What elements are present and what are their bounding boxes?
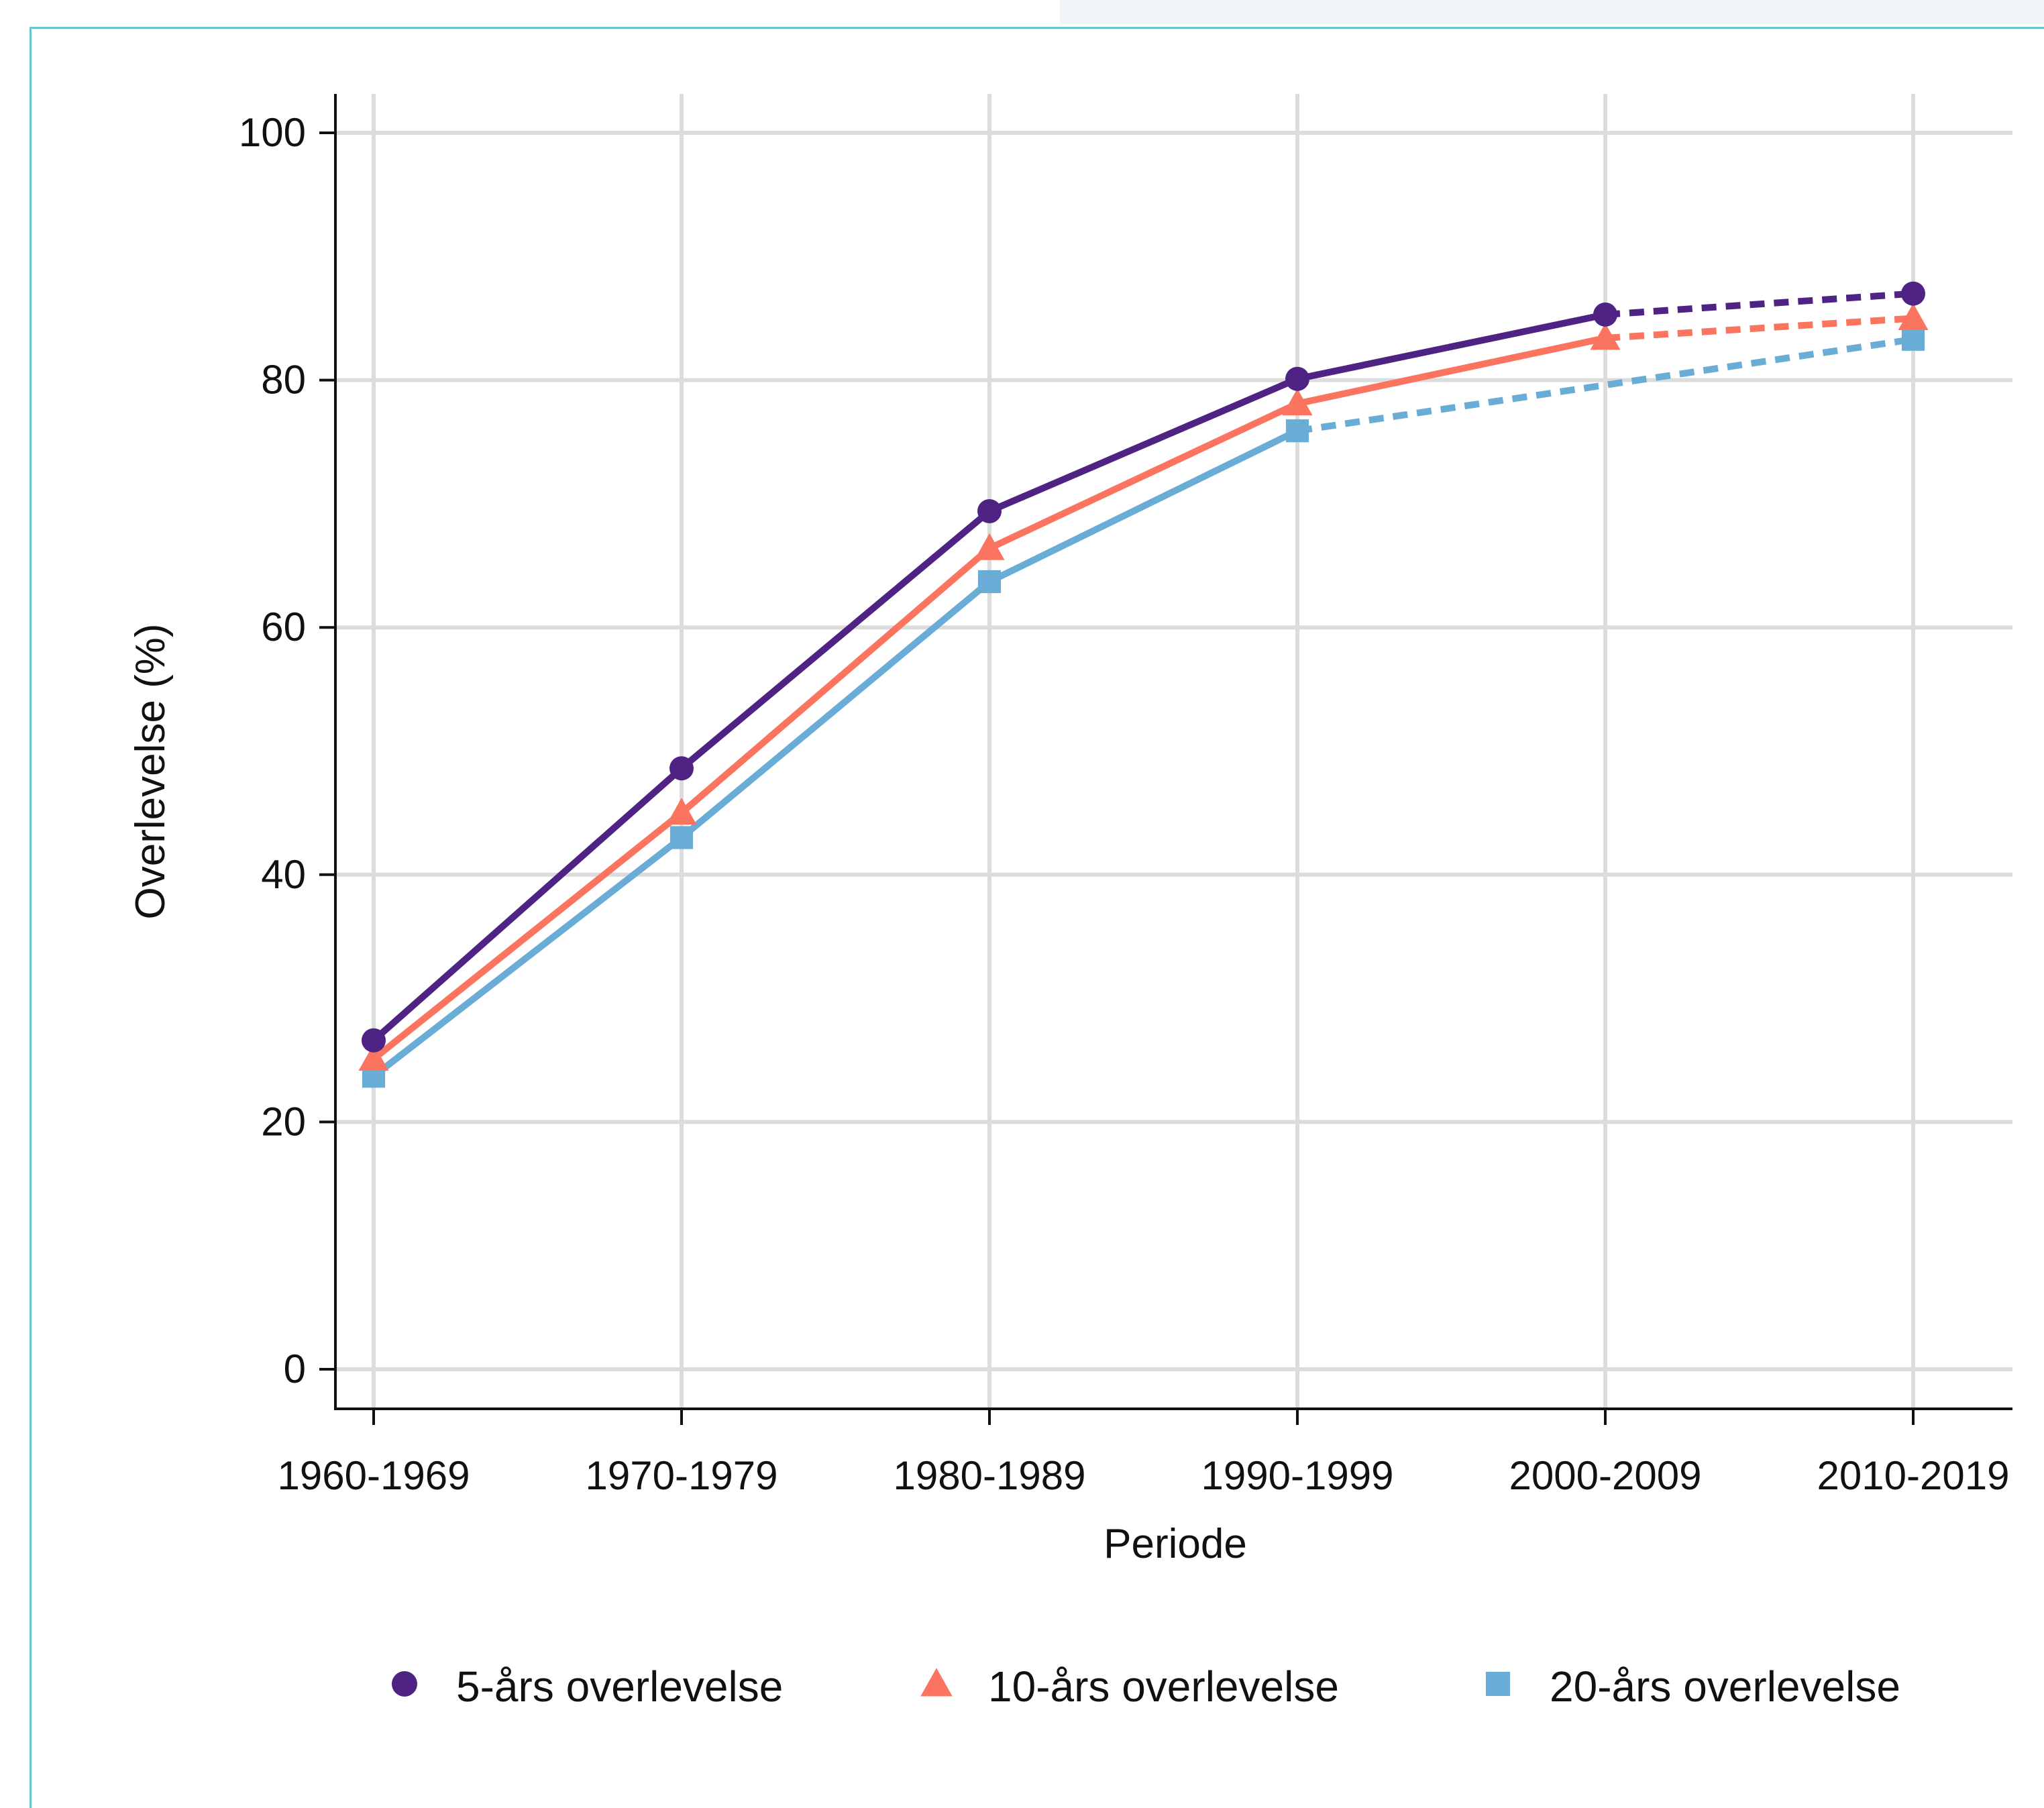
x-axis-title: Periode	[1104, 1521, 1247, 1567]
legend: 5-års overlevelse 10-års overlevelse 20-år…	[392, 1662, 1900, 1711]
data-point	[1901, 281, 1925, 306]
series-line-dashed	[1605, 290, 1914, 318]
data-point	[362, 1028, 386, 1053]
data-point	[669, 826, 694, 849]
legend-item-1: 5-års overlevelse	[392, 1662, 783, 1711]
data-point	[1593, 302, 1617, 327]
x-tick-label: 2000-2009	[1509, 1453, 1702, 1498]
series-2	[358, 303, 1929, 1071]
x-tick-label: 1980-1989	[894, 1453, 1086, 1498]
y-tick-label: 40	[261, 852, 306, 897]
series-lines	[358, 281, 1929, 1088]
series-line-solid	[370, 427, 1301, 1080]
legend-item-3: 20-års overlevelse	[1485, 1662, 1900, 1711]
data-point	[977, 498, 1002, 523]
legend-marker	[1485, 1671, 1511, 1697]
x-tick-label: 1970-1979	[586, 1453, 778, 1498]
y-tick-label: 20	[261, 1099, 306, 1144]
data-point	[977, 570, 1002, 594]
y-tick-label: 80	[261, 358, 306, 403]
legend-label: 5-års overlevelse	[456, 1662, 783, 1711]
series-1	[362, 281, 1925, 1053]
series-line-dashed	[1605, 315, 1914, 341]
legend-marker	[920, 1668, 953, 1697]
y-tick-label: 100	[239, 110, 306, 155]
series-line-dashed	[1297, 335, 1914, 435]
tick-labels: 0 20 40 60 80 100 1960-1969 1970-1979 1980-1989 1…	[239, 110, 2010, 1498]
data-point	[1590, 323, 1621, 350]
data-point	[1285, 366, 1309, 391]
data-point	[669, 756, 694, 781]
frame-left-border	[30, 27, 32, 1808]
x-tick-label: 2010-2019	[1817, 1453, 2010, 1498]
series-3	[362, 327, 1925, 1088]
data-point	[1898, 303, 1929, 330]
y-tick-label: 0	[284, 1346, 306, 1391]
y-tick-label: 60	[261, 604, 306, 649]
legend-label: 10-års overlevelse	[988, 1662, 1339, 1711]
data-point	[974, 533, 1005, 560]
data-point	[358, 1043, 389, 1071]
x-tick-label: 1960-1969	[278, 1453, 470, 1498]
grid-lines	[335, 94, 2012, 1409]
x-tick-label: 1990-1999	[1201, 1453, 1394, 1498]
axes	[319, 94, 2012, 1425]
data-point	[666, 798, 697, 825]
legend-item-2: 10-års overlevelse	[920, 1662, 1339, 1711]
data-point	[1901, 327, 1925, 351]
top-band	[1060, 0, 2044, 24]
data-point	[1282, 388, 1313, 416]
data-point	[1285, 419, 1309, 443]
legend-label: 20-års overlevelse	[1550, 1662, 1900, 1711]
y-axis-title: Overlevelse (%)	[127, 624, 174, 920]
legend-marker	[392, 1671, 417, 1697]
frame-top-border	[30, 27, 2044, 29]
